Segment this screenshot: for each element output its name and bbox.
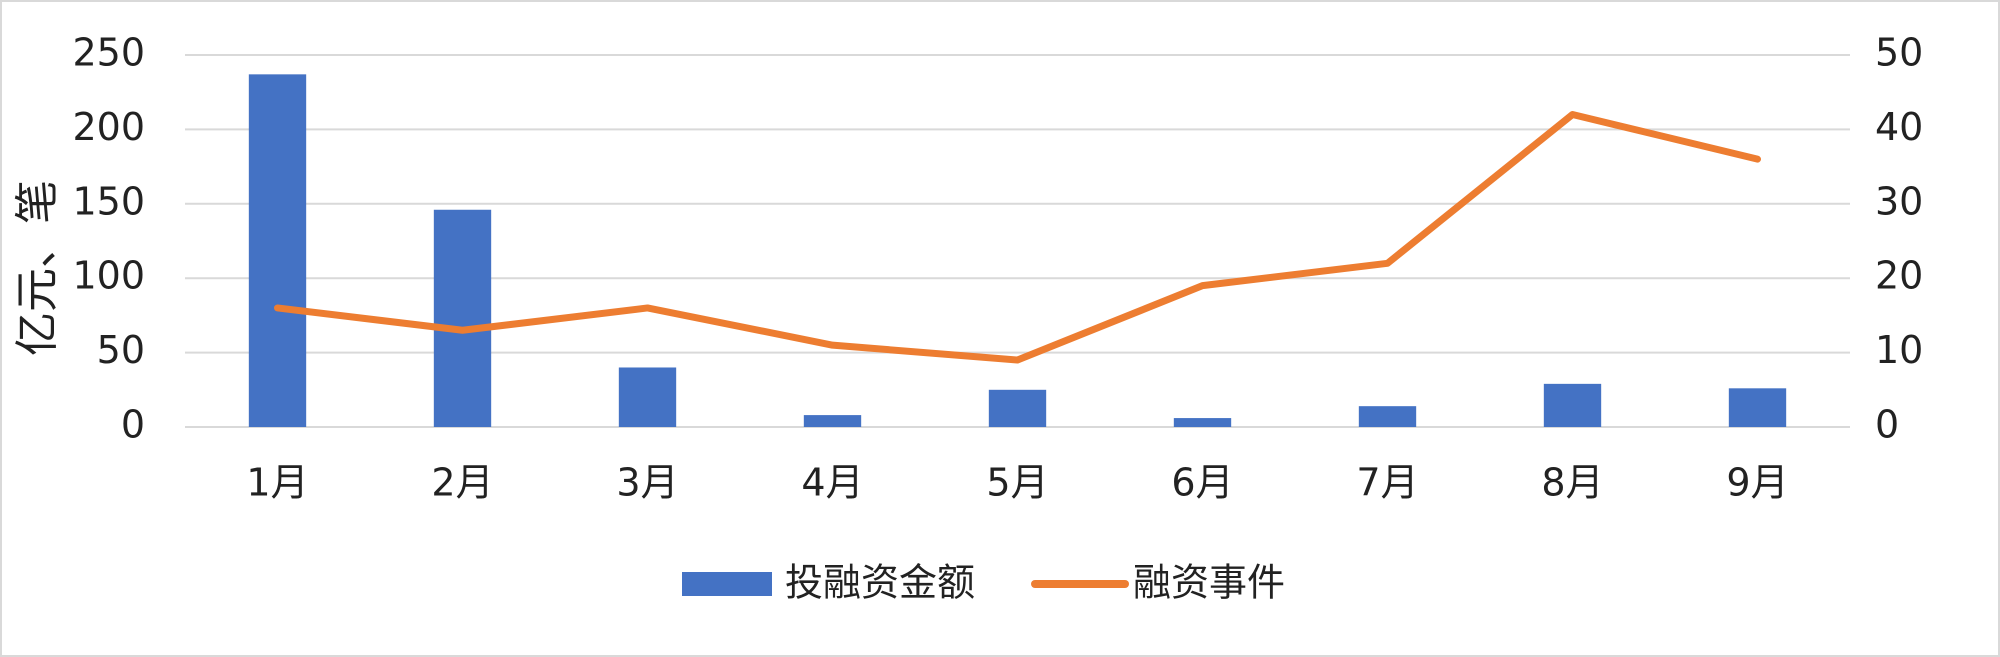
- x-tick-label: 7月: [1356, 461, 1418, 505]
- bar: [433, 209, 492, 427]
- bar: [988, 389, 1047, 427]
- x-tick-label: 9月: [1726, 461, 1788, 505]
- y-axis-title: 亿元、笔: [12, 180, 63, 356]
- y-tick-label: 200: [72, 105, 145, 149]
- bar: [1173, 418, 1232, 427]
- x-tick-label: 3月: [616, 461, 678, 505]
- legend-label: 投融资金额: [785, 561, 975, 605]
- x-tick-label: 4月: [801, 461, 863, 505]
- y-tick-label: 0: [121, 403, 145, 447]
- legend-swatch: [682, 572, 772, 596]
- bar: [1728, 388, 1787, 427]
- bar: [248, 74, 307, 428]
- y-tick-label: 150: [72, 179, 145, 223]
- bar: [618, 367, 677, 427]
- y-tick-label: 50: [97, 328, 145, 372]
- y2-tick-label: 20: [1875, 254, 1923, 298]
- bar: [1543, 383, 1602, 427]
- bar: [1358, 406, 1417, 427]
- line: [274, 111, 1761, 364]
- y2-tick-label: 0: [1875, 403, 1899, 447]
- y2-tick-label: 50: [1875, 31, 1923, 75]
- bar: [803, 415, 862, 427]
- y-tick-label: 250: [72, 31, 145, 75]
- y2-tick-label: 40: [1875, 105, 1923, 149]
- x-tick-label: 6月: [1171, 461, 1233, 505]
- legend-label: 融资事件: [1133, 561, 1285, 605]
- x-tick-label: 1月: [246, 461, 308, 505]
- x-tick-label: 5月: [986, 461, 1048, 505]
- x-tick-label: 2月: [431, 461, 493, 505]
- y2-tick-label: 30: [1875, 179, 1923, 223]
- x-tick-label: 8月: [1541, 461, 1603, 505]
- y-tick-label: 100: [72, 254, 145, 298]
- y2-tick-label: 10: [1875, 328, 1923, 372]
